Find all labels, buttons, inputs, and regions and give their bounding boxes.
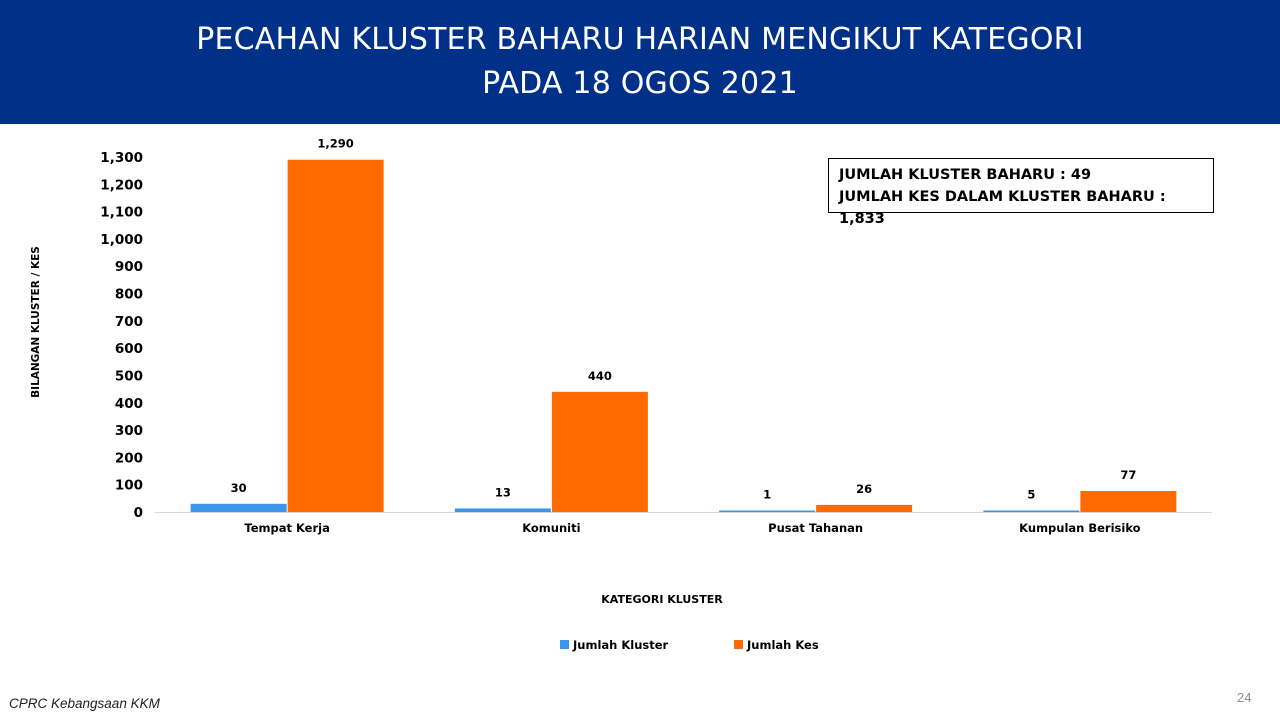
bar-jumlah-kluster <box>719 510 816 512</box>
bar-jumlah-kes <box>551 391 648 512</box>
y-tick-label: 100 <box>115 478 143 494</box>
data-label: 30 <box>231 481 247 495</box>
data-label: 440 <box>588 369 612 383</box>
y-tick-label: 1,000 <box>100 232 143 248</box>
y-tick-label: 400 <box>115 396 143 412</box>
title-banner: PECAHAN KLUSTER BAHARU HARIAN MENGIKUT K… <box>0 0 1280 124</box>
bar-chart: 0 100 200 300 400 500 600 700 800 900 1,000 1,100 1,… <box>30 137 1212 652</box>
data-label: 5 <box>1027 488 1035 502</box>
x-tick-label: Kumpulan Berisiko <box>1019 521 1140 535</box>
y-tick-label: 800 <box>115 287 143 303</box>
y-tick-label: 0 <box>134 505 143 521</box>
data-label: 1,290 <box>317 137 353 151</box>
summary-total-cases: JUMLAH KES DALAM KLUSTER BAHARU : 1,833 <box>839 189 1166 227</box>
data-label: 13 <box>495 485 511 499</box>
bar-jumlah-kes <box>287 159 384 512</box>
y-axis-title: BILANGAN KLUSTER / KES <box>30 246 42 398</box>
data-label: 26 <box>856 482 872 496</box>
summary-total-clusters: JUMLAH KLUSTER BAHARU : 49 <box>839 167 1092 183</box>
chart-title-line2: PADA 18 OGOS 2021 <box>482 66 798 101</box>
source-footer: CPRC Kebangsaan KKM <box>9 696 160 711</box>
bar-jumlah-kluster <box>190 503 287 512</box>
legend-label: Jumlah Kluster <box>572 638 669 652</box>
y-tick-label: 900 <box>115 259 143 275</box>
y-tick-label: 1,200 <box>100 177 143 193</box>
x-tick-label: Pusat Tahanan <box>768 521 863 535</box>
bar-jumlah-kluster <box>454 508 551 512</box>
page-number: 24 <box>1237 690 1252 705</box>
chart-title-line1: PECAHAN KLUSTER BAHARU HARIAN MENGIKUT K… <box>196 22 1084 57</box>
legend-swatch <box>560 640 569 649</box>
y-tick-label: 1,300 <box>100 150 143 166</box>
data-label: 1 <box>763 488 771 502</box>
y-tick-label: 1,100 <box>100 205 143 221</box>
y-tick-label: 200 <box>115 450 143 466</box>
x-tick-label: Tempat Kerja <box>244 521 329 535</box>
legend-swatch <box>734 640 743 649</box>
data-label: 77 <box>1120 468 1136 482</box>
bar-jumlah-kluster <box>983 510 1080 512</box>
y-tick-label: 600 <box>115 341 143 357</box>
y-tick-label: 500 <box>115 368 143 384</box>
y-tick-label: 700 <box>115 314 143 330</box>
y-tick-label: 300 <box>115 423 143 439</box>
x-axis-title: KATEGORI KLUSTER <box>601 593 723 606</box>
summary-box: JUMLAH KLUSTER BAHARU : 49 JUMLAH KES DA… <box>828 158 1214 227</box>
bar-jumlah-kes <box>1080 490 1177 512</box>
x-tick-label: Komuniti <box>522 521 580 535</box>
bar-jumlah-kes <box>816 504 913 512</box>
legend-label: Jumlah Kes <box>746 638 819 652</box>
